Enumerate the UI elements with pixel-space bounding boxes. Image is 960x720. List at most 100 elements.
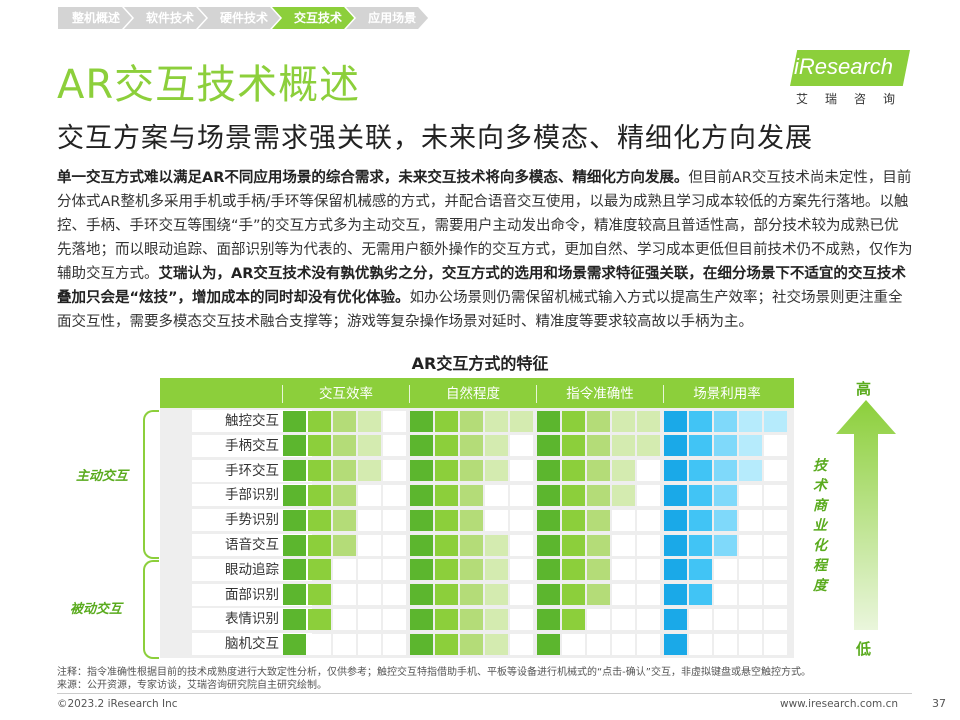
matrix-cell (358, 534, 381, 556)
matrix-cell (435, 534, 458, 556)
matrix-cell (612, 559, 635, 581)
matrix-cell (739, 460, 762, 482)
matrix-cell (308, 608, 331, 630)
matrix-group-header: 交互效率 (282, 385, 409, 403)
matrix-cell (383, 584, 406, 606)
matrix-cell (460, 509, 483, 531)
matrix-cell (510, 509, 533, 531)
matrix-cell (612, 460, 635, 482)
matrix-cell (308, 559, 331, 581)
matrix-cell (664, 509, 687, 531)
matrix-cell (333, 460, 356, 482)
side-label-passive: 被动交互 (70, 602, 123, 617)
matrix-cell (383, 633, 406, 655)
matrix-cell (308, 633, 331, 655)
matrix-cell (283, 435, 306, 457)
matrix-cell (485, 484, 508, 506)
matrix-cell (587, 633, 610, 655)
chart-title: AR交互方式的特征 (411, 354, 549, 373)
matrix-cell (435, 633, 458, 655)
matrix-cell (714, 633, 737, 655)
matrix-cell (587, 435, 610, 457)
matrix-cell (587, 584, 610, 606)
breadcrumb-item[interactable]: 应用场景 (346, 7, 428, 29)
matrix-cell (689, 484, 712, 506)
matrix-cell (562, 509, 585, 531)
matrix-cell (510, 534, 533, 556)
matrix-cell (537, 534, 560, 556)
matrix-cell (383, 435, 406, 457)
matrix-cell (764, 633, 787, 655)
matrix-cell (764, 584, 787, 606)
matrix-cell (562, 584, 585, 606)
arrow-high-label: 高 (856, 380, 872, 398)
note-line: 注释：指令准确性根据目前的技术成熟度进行大致定性分析，仅供参考；触控交互特指借助… (57, 667, 811, 678)
matrix-cell (283, 460, 306, 482)
matrix-cell (333, 584, 356, 606)
matrix-cell (485, 584, 508, 606)
matrix-cell (764, 608, 787, 630)
matrix-cell (510, 608, 533, 630)
matrix-cell (410, 435, 433, 457)
matrix-cell (410, 460, 433, 482)
matrix-cell (333, 559, 356, 581)
matrix-cell (537, 460, 560, 482)
matrix-cell (714, 435, 737, 457)
up-arrow-icon (836, 400, 896, 630)
matrix-cell (358, 509, 381, 531)
matrix-cell (308, 435, 331, 457)
matrix-row-label: 手势识别 (192, 509, 312, 532)
breadcrumb-item[interactable]: 交互技术 (272, 7, 354, 29)
matrix-cell (612, 509, 635, 531)
matrix-cell (358, 484, 381, 506)
matrix-cell (587, 608, 610, 630)
logo-badge (790, 50, 910, 86)
matrix-cell (410, 559, 433, 581)
matrix-cell (612, 410, 635, 432)
footnotes: 注释：指令准确性根据目前的技术成熟度进行大致定性分析，仅供参考；触控交互特指借助… (57, 666, 811, 692)
matrix-row-label: 手环交互 (192, 459, 312, 482)
matrix-cell (612, 584, 635, 606)
matrix-cell (537, 608, 560, 630)
matrix-cell (714, 584, 737, 606)
matrix-cell (283, 608, 306, 630)
matrix-cell (689, 410, 712, 432)
matrix-cell (383, 534, 406, 556)
body-text-run: 但目前AR交互技术尚未定性，目前分体式AR整机多采用手机或手柄/手环等保留机械感… (57, 170, 913, 282)
breadcrumb-item[interactable]: 整机概述 (58, 7, 132, 29)
matrix-cell (435, 559, 458, 581)
matrix-cell (739, 534, 762, 556)
matrix-cell (612, 608, 635, 630)
matrix-cell (358, 460, 381, 482)
matrix-cell (562, 559, 585, 581)
matrix-cell (358, 435, 381, 457)
website-link[interactable]: www.iresearch.com.cn (780, 698, 899, 710)
matrix-cell (537, 410, 560, 432)
matrix-cell (410, 484, 433, 506)
matrix-cell (308, 509, 331, 531)
breadcrumb-item[interactable]: 硬件技术 (198, 7, 280, 29)
matrix-cell (435, 410, 458, 432)
breadcrumb-item[interactable]: 软件技术 (124, 7, 206, 29)
matrix-cell (562, 435, 585, 457)
matrix-cell (637, 460, 660, 482)
matrix-row-label: 手柄交互 (192, 434, 312, 457)
matrix-cell (689, 435, 712, 457)
matrix-cell (410, 534, 433, 556)
matrix-cell (510, 633, 533, 655)
matrix-group-header: 自然程度 (409, 385, 536, 403)
matrix-cell (485, 559, 508, 581)
matrix-cell (460, 534, 483, 556)
matrix-cell (764, 435, 787, 457)
matrix-cell (537, 584, 560, 606)
passive-bracket (143, 560, 159, 659)
matrix-cell (435, 435, 458, 457)
matrix-cell (764, 509, 787, 531)
matrix-cell (689, 460, 712, 482)
matrix-row-label: 眼动追踪 (192, 558, 312, 581)
matrix-row-label: 表情识别 (192, 608, 312, 631)
matrix-cell (562, 410, 585, 432)
matrix-cell (689, 534, 712, 556)
matrix-cell (308, 534, 331, 556)
matrix-cell (383, 484, 406, 506)
